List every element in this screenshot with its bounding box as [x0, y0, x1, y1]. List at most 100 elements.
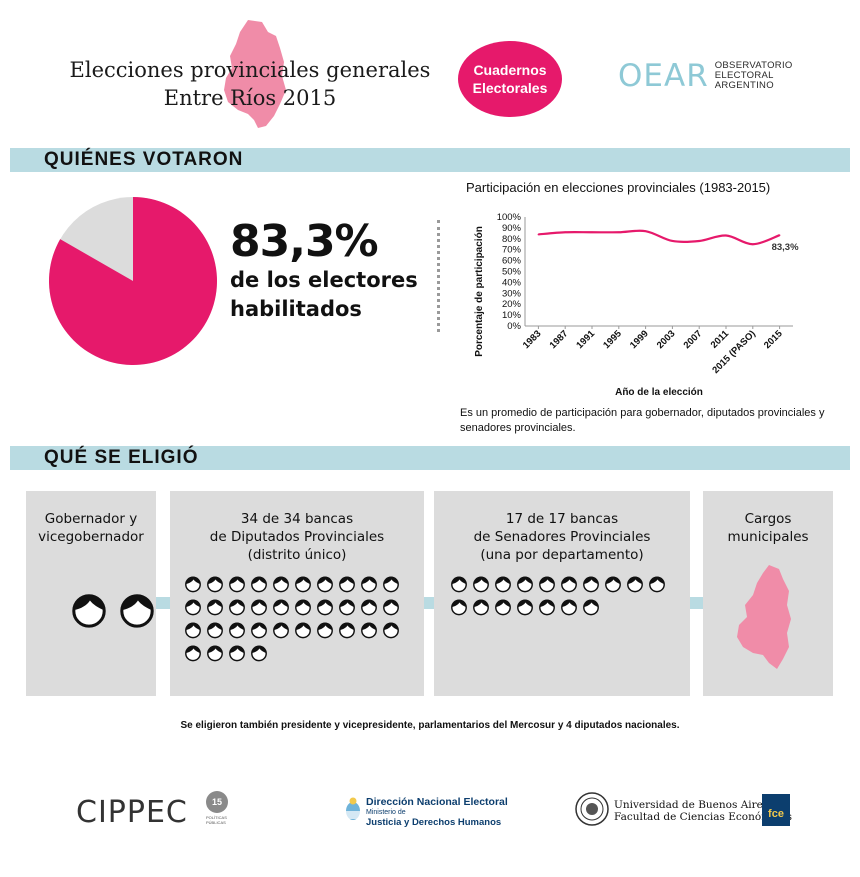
- dne-line-2: Ministerio de: [366, 809, 406, 816]
- person-head-icon: [583, 599, 599, 616]
- uba-line-2: Facultad de Ciencias Económicas: [614, 811, 793, 823]
- section-title-quienes-votaron: QUIÉNES VOTARON: [44, 149, 244, 170]
- argentina-emblem-icon: [346, 797, 360, 820]
- person-head-icon: [251, 622, 267, 639]
- box-diputados-title: 34 de 34 bancas de Diputados Provinciale…: [170, 510, 424, 564]
- person-head-icon: [295, 576, 311, 593]
- oear-text: OBSERVATORIO ELECTORAL ARGENTINO: [715, 61, 793, 91]
- person-head-icon: [517, 576, 533, 593]
- person-head-icon: [229, 645, 245, 662]
- person-head-icon: [495, 599, 511, 616]
- chart-y-axis-title: Porcentaje de participación: [474, 226, 485, 357]
- person-head-icon: [361, 622, 377, 639]
- person-head-icon: [185, 645, 201, 662]
- person-head-icon: [649, 576, 665, 593]
- chart-point: [644, 230, 647, 232]
- person-head-icon: [251, 645, 267, 662]
- box-diputados: 34 de 34 bancas de Diputados Provinciale…: [170, 491, 424, 696]
- person-head-icon: [273, 576, 289, 593]
- person-head-icon: [473, 599, 489, 616]
- person-head-icon: [207, 599, 223, 616]
- chart-note: Es un promedio de participación para gob…: [460, 407, 825, 434]
- person-head-icon: [561, 599, 577, 616]
- person-head-icon: [517, 599, 533, 616]
- title-line-1: Elecciones provinciales generales: [69, 58, 431, 82]
- badge-line-2: Electorales: [472, 80, 548, 96]
- person-head-icon: [229, 599, 245, 616]
- also-elected-note: Se eligieron también presidente y vicepr…: [180, 720, 680, 731]
- chart-y-tick-label: 30%: [502, 288, 522, 299]
- uba-seal-icon: [575, 792, 609, 826]
- participation-line-chart: 0%10%20%30%40%50%60%70%80%90%100% 1983 198…: [474, 212, 799, 398]
- uba-line-1: Universidad de Buenos Aires: [614, 799, 769, 811]
- chart-title: Participación en elecciones provinciales…: [466, 180, 771, 195]
- box-diputados-line-3: (distrito único): [247, 547, 347, 563]
- chart-point: [618, 231, 620, 234]
- chart-y-tick-label: 80%: [502, 234, 522, 245]
- person-head-icon: [295, 599, 311, 616]
- turnout-sub-1: de los electores: [230, 268, 418, 292]
- page-title: Elecciones provinciales generales Entre …: [60, 56, 440, 112]
- turnout-pie-chart: [48, 197, 217, 365]
- person-head-icon: [251, 576, 267, 593]
- box-municipales-line-2: municipales: [727, 529, 809, 545]
- person-head-icon: [583, 576, 599, 593]
- chart-series-line: [538, 229, 780, 246]
- chart-x-tick-label: 2007: [682, 328, 705, 351]
- person-head-icon: [451, 599, 467, 616]
- box-senadores-line-2: de Senadores Provinciales: [473, 529, 651, 545]
- person-head-icon: [295, 622, 311, 639]
- chart-point: [698, 240, 700, 242]
- person-head-icon: [185, 599, 201, 616]
- entre-rios-map-small-icon: [737, 565, 791, 669]
- box-gobernador-title: Gobernador y vicegobernador: [26, 510, 156, 546]
- person-head-icon: [317, 576, 333, 593]
- oear-mark: OEAR: [618, 58, 709, 94]
- turnout-sub-2: habilitados: [230, 297, 362, 321]
- chart-x-tick-label: 1995: [601, 328, 624, 351]
- chart-point: [778, 234, 781, 237]
- chart-point: [725, 234, 727, 237]
- chart-x-tick-label: 2015: [762, 328, 785, 351]
- chart-y-tick-label: 40%: [502, 277, 522, 288]
- person-head-icon: [207, 576, 223, 593]
- box-diputados-line-1: 34 de 34 bancas: [240, 511, 354, 527]
- box-senadores-title: 17 de 17 bancas de Senadores Provinciale…: [434, 510, 690, 564]
- person-head-icon: [339, 599, 355, 616]
- chart-y-tick-label: 10%: [502, 310, 522, 321]
- person-head-icon: [383, 599, 399, 616]
- chart-point: [537, 233, 540, 236]
- oear-line-1: OBSERVATORIO: [714, 60, 793, 71]
- person-head-icon: [229, 622, 245, 639]
- chart-end-label: 83,3%: [772, 242, 799, 253]
- chart-point: [591, 231, 593, 234]
- dne-line-1: Dirección Nacional Electoral: [366, 796, 508, 808]
- cippec-subtitle: POLÍTICAS PÚBLICAS: [206, 815, 227, 825]
- person-head-icon: [539, 576, 555, 593]
- chart-x-tick-label: 2003: [655, 328, 678, 351]
- badge-line-1: Cuadernos: [473, 62, 547, 78]
- chart-y-tick-label: 50%: [502, 267, 522, 278]
- person-head-icon: [120, 594, 154, 628]
- person-head-icon: [229, 576, 245, 593]
- uba-logo: Universidad de Buenos Aires Facultad de …: [614, 799, 792, 823]
- person-head-icon: [605, 576, 621, 593]
- chart-y-tick-label: 60%: [502, 256, 522, 267]
- senadores-heads: [450, 575, 682, 621]
- person-head-icon: [561, 576, 577, 593]
- person-head-icon: [339, 622, 355, 639]
- cuadernos-electorales-badge: Cuadernos Electorales: [458, 41, 562, 117]
- chart-y-tick-label: 90%: [502, 223, 522, 234]
- fce-logo: fce: [762, 794, 790, 826]
- box-municipales-title: Cargos municipales: [703, 510, 833, 546]
- chart-x-tick-label: 2011: [709, 328, 732, 351]
- person-head-icon: [207, 645, 223, 662]
- person-head-icon: [473, 576, 489, 593]
- dne-line-3: Justicia y Derechos Humanos: [366, 817, 502, 828]
- diputados-heads: [184, 575, 416, 667]
- box-gobernador-line-1: Gobernador y: [44, 511, 138, 527]
- person-head-icon: [251, 599, 267, 616]
- person-head-icon: [317, 622, 333, 639]
- chart-point: [752, 243, 754, 246]
- oear-logo: OEAR OBSERVATORIO ELECTORAL ARGENTINO: [618, 58, 793, 94]
